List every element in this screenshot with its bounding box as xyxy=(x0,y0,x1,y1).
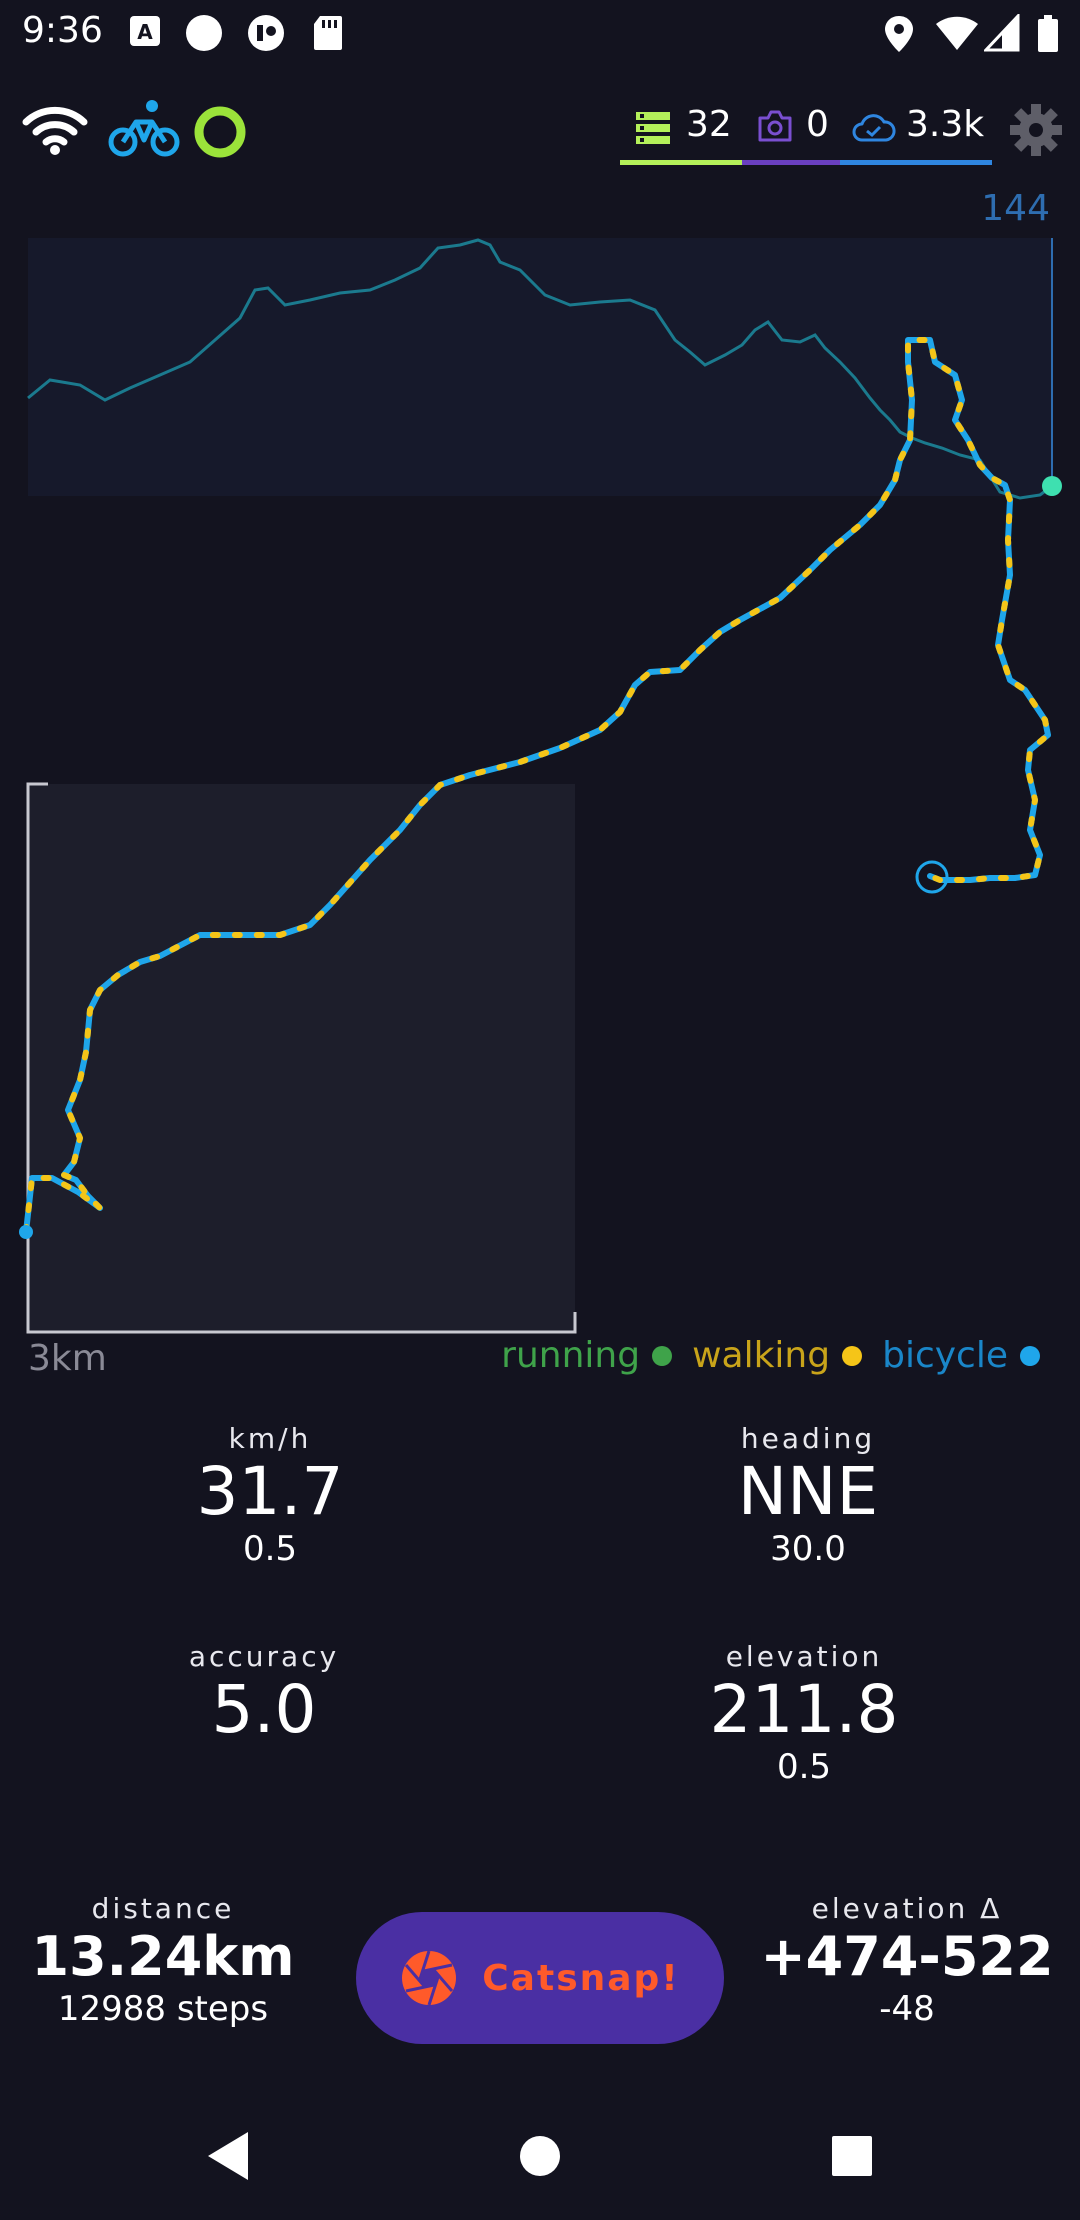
heading-value: NNE xyxy=(737,1453,879,1530)
speed-value: 31.7 xyxy=(196,1453,344,1530)
tracks-underline xyxy=(620,160,742,165)
bicycle-icon[interactable] xyxy=(108,98,180,160)
recents-square-icon[interactable] xyxy=(828,2130,874,2182)
legend-running-label: running xyxy=(501,1335,641,1376)
accuracy-label: accuracy xyxy=(188,1640,340,1673)
distance-stat: distance 13.24km 12988 steps xyxy=(0,1892,326,2029)
status-time: 9:36 xyxy=(22,10,103,51)
elevation-sub: 0.5 xyxy=(776,1747,832,1787)
legend-bicycle-dot xyxy=(1020,1345,1040,1366)
map-scale-label: 3km xyxy=(28,1338,107,1379)
elevation-delta-stat: elevation Δ +474-522 -48 xyxy=(744,1892,1070,2029)
database-stack-icon xyxy=(636,112,670,144)
elevation-delta-value: +474-522 xyxy=(760,1925,1054,1988)
accuracy-stat: accuracy 5.0 xyxy=(84,1640,444,1747)
distance-value: 13.24km xyxy=(31,1925,295,1988)
heading-stat: heading NNE 30.0 xyxy=(628,1422,988,1569)
sd-card-icon xyxy=(314,16,342,50)
legend-walking: walking xyxy=(692,1335,863,1376)
camera-icon xyxy=(758,110,792,142)
back-triangle-icon[interactable] xyxy=(204,2130,252,2182)
speed-label: km/h xyxy=(228,1422,312,1455)
heading-label: heading xyxy=(740,1422,876,1455)
svg-text:A: A xyxy=(137,20,153,44)
legend-running: running xyxy=(501,1335,673,1376)
catsnap-label: Catsnap! xyxy=(482,1957,680,1999)
gear-icon[interactable] xyxy=(1008,102,1064,158)
elevation-delta-label: elevation Δ xyxy=(811,1892,1003,1925)
minimap-frame xyxy=(26,782,577,1334)
status-ring-icon[interactable] xyxy=(192,104,248,160)
elevation-current-point xyxy=(1042,476,1062,496)
legend-walking-dot xyxy=(842,1345,863,1366)
photos-underline xyxy=(742,160,840,165)
speed-sub: 0.5 xyxy=(242,1529,298,1569)
wifi-icon[interactable] xyxy=(22,104,88,156)
legend-bicycle: bicycle xyxy=(882,1335,1040,1376)
photos-count: 0 xyxy=(806,104,829,145)
legend-bicycle-label: bicycle xyxy=(882,1335,1008,1376)
elevation-value: 211.8 xyxy=(709,1671,899,1748)
battery-icon xyxy=(1038,15,1058,52)
heading-sub: 30.0 xyxy=(770,1529,846,1569)
activity-legend: running walking bicycle xyxy=(501,1335,1040,1376)
track-map[interactable] xyxy=(0,190,1080,1340)
location-icon xyxy=(885,16,913,52)
gps-track xyxy=(23,337,1051,1235)
circle-icon xyxy=(186,15,222,51)
distance-steps: 12988 steps xyxy=(57,1989,269,2029)
legend-running-dot xyxy=(652,1345,673,1366)
camera-aperture-icon xyxy=(402,1950,457,2006)
elevation-stat: elevation 211.8 0.5 xyxy=(624,1640,984,1787)
cloud-icon xyxy=(852,114,896,142)
current-location-marker xyxy=(915,860,949,894)
elevation-panel xyxy=(28,238,1052,496)
cloud-count: 3.3k xyxy=(906,104,985,145)
elevation-profile-line xyxy=(27,238,1053,500)
tracks-count: 32 xyxy=(686,104,732,145)
accuracy-value: 5.0 xyxy=(211,1671,317,1748)
catsnap-button[interactable]: Catsnap! xyxy=(356,1912,724,2044)
track-start-point xyxy=(19,1225,33,1239)
legend-walking-label: walking xyxy=(692,1335,831,1376)
speed-stat: km/h 31.7 0.5 xyxy=(90,1422,450,1569)
elevation-max-label: 144 xyxy=(981,188,1050,229)
distance-label: distance xyxy=(91,1892,235,1925)
wifi-icon xyxy=(936,16,978,50)
shield-icon xyxy=(248,15,284,51)
status-bar: 9:36 A xyxy=(0,0,1080,66)
accessibility-a-icon: A xyxy=(130,16,160,46)
elevation-delta-sub: -48 xyxy=(879,1989,935,2029)
signal-icon xyxy=(984,14,1020,52)
home-circle-icon[interactable] xyxy=(514,2130,566,2182)
elevation-label: elevation xyxy=(725,1640,883,1673)
cloud-underline xyxy=(840,160,992,165)
minimap-panel xyxy=(28,784,575,1332)
